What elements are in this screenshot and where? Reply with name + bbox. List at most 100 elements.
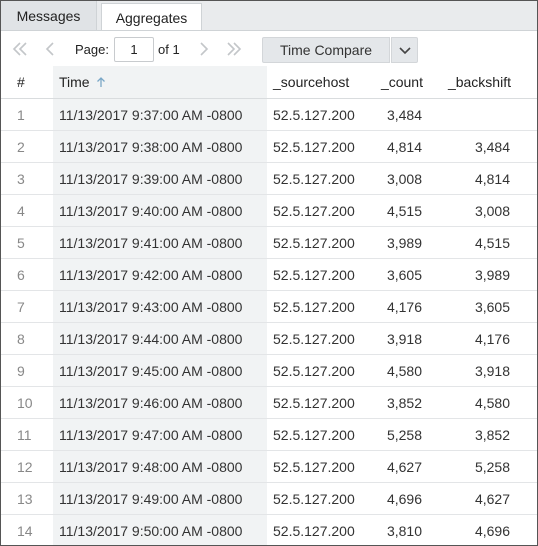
row-count: 3,605 <box>386 266 422 283</box>
header-count[interactable]: _count <box>380 74 423 90</box>
table-row: 3 11/13/2017 9:39:00 AM -0800 52.5.127.2… <box>1 163 537 195</box>
table-header-row: # Time _sourcehost _count _backshift <box>1 66 537 99</box>
row-count: 4,696 <box>386 490 422 507</box>
time-column-highlight <box>53 66 267 545</box>
row-backshift: 4,814 <box>474 170 510 187</box>
row-time: 11/13/2017 9:45:00 AM -0800 <box>59 362 243 379</box>
header-backshift[interactable]: _backshift <box>447 74 511 90</box>
row-num: 6 <box>17 266 25 283</box>
row-count: 4,515 <box>386 202 422 219</box>
row-num: 14 <box>17 522 33 539</box>
table-row: 11 11/13/2017 9:47:00 AM -0800 52.5.127.… <box>1 419 537 451</box>
page-count-label: of 1 <box>158 42 180 57</box>
row-sourcehost: 52.5.127.200 <box>273 138 355 155</box>
row-sourcehost: 52.5.127.200 <box>273 458 355 475</box>
row-time: 11/13/2017 9:50:00 AM -0800 <box>59 522 243 539</box>
chevron-right-icon[interactable] <box>195 40 213 58</box>
table-row: 9 11/13/2017 9:45:00 AM -0800 52.5.127.2… <box>1 355 537 387</box>
tab-strip: Messages Aggregates <box>1 1 537 31</box>
row-sourcehost: 52.5.127.200 <box>273 490 355 507</box>
row-sourcehost: 52.5.127.200 <box>273 202 355 219</box>
row-backshift: 3,989 <box>474 266 510 283</box>
table-row: 14 11/13/2017 9:50:00 AM -0800 52.5.127.… <box>1 515 537 545</box>
row-time: 11/13/2017 9:39:00 AM -0800 <box>59 170 243 187</box>
row-time: 11/13/2017 9:49:00 AM -0800 <box>59 490 243 507</box>
time-compare-dropdown-button[interactable] <box>391 37 418 63</box>
header-num[interactable]: # <box>17 74 25 90</box>
row-num: 11 <box>17 426 32 443</box>
header-time-label: Time <box>59 74 90 90</box>
table-row: 2 11/13/2017 9:38:00 AM -0800 52.5.127.2… <box>1 131 537 163</box>
row-backshift: 3,852 <box>474 426 510 443</box>
row-time: 11/13/2017 9:38:00 AM -0800 <box>59 138 243 155</box>
row-time: 11/13/2017 9:42:00 AM -0800 <box>59 266 243 283</box>
row-time: 11/13/2017 9:37:00 AM -0800 <box>59 106 243 123</box>
row-num: 4 <box>17 202 25 219</box>
row-count: 3,918 <box>386 330 422 347</box>
row-time: 11/13/2017 9:43:00 AM -0800 <box>59 298 243 315</box>
table-row: 5 11/13/2017 9:41:00 AM -0800 52.5.127.2… <box>1 227 537 259</box>
table-row: 13 11/13/2017 9:49:00 AM -0800 52.5.127.… <box>1 483 537 515</box>
row-backshift: 4,627 <box>474 490 510 507</box>
double-chevron-right-icon[interactable] <box>225 40 243 58</box>
row-count: 3,008 <box>386 170 422 187</box>
row-num: 12 <box>17 458 33 475</box>
table-row: 4 11/13/2017 9:40:00 AM -0800 52.5.127.2… <box>1 195 537 227</box>
row-num: 8 <box>17 330 25 347</box>
table-row: 8 11/13/2017 9:44:00 AM -0800 52.5.127.2… <box>1 323 537 355</box>
tab-aggregates[interactable]: Aggregates <box>101 3 202 31</box>
row-sourcehost: 52.5.127.200 <box>273 266 355 283</box>
double-chevron-left-icon[interactable] <box>11 40 29 58</box>
row-count: 5,258 <box>386 426 422 443</box>
row-backshift: 3,484 <box>474 138 510 155</box>
row-num: 10 <box>17 394 33 411</box>
page-label: Page: <box>75 42 109 57</box>
row-backshift: 3,918 <box>474 362 510 379</box>
row-num: 13 <box>17 490 33 507</box>
chevron-down-icon <box>398 42 411 58</box>
table-row: 6 11/13/2017 9:42:00 AM -0800 52.5.127.2… <box>1 259 537 291</box>
page-number-input[interactable] <box>114 37 154 62</box>
pager-toolbar: Page: of 1 Time Compare <box>1 30 537 66</box>
row-sourcehost: 52.5.127.200 <box>273 394 355 411</box>
row-time: 11/13/2017 9:47:00 AM -0800 <box>59 426 243 443</box>
row-sourcehost: 52.5.127.200 <box>273 522 355 539</box>
row-sourcehost: 52.5.127.200 <box>273 330 355 347</box>
row-count: 3,810 <box>386 522 422 539</box>
row-num: 2 <box>17 138 25 155</box>
row-backshift: 4,515 <box>474 234 510 251</box>
table-row: 12 11/13/2017 9:48:00 AM -0800 52.5.127.… <box>1 451 537 483</box>
row-backshift: 5,258 <box>474 458 510 475</box>
row-num: 5 <box>17 234 25 251</box>
row-sourcehost: 52.5.127.200 <box>273 170 355 187</box>
row-backshift: 4,696 <box>474 522 510 539</box>
row-backshift: 3,605 <box>474 298 510 315</box>
row-backshift: 4,580 <box>474 394 510 411</box>
row-count: 4,176 <box>386 298 422 315</box>
row-time: 11/13/2017 9:48:00 AM -0800 <box>59 458 243 475</box>
row-time: 11/13/2017 9:41:00 AM -0800 <box>59 234 243 251</box>
row-count: 4,814 <box>386 138 422 155</box>
row-count: 4,627 <box>386 458 422 475</box>
arrow-up-icon <box>96 76 106 88</box>
row-count: 3,484 <box>386 106 422 123</box>
row-num: 1 <box>17 106 25 123</box>
header-sourcehost[interactable]: _sourcehost <box>273 74 350 90</box>
header-time[interactable]: Time <box>59 66 106 98</box>
table-row: 1 11/13/2017 9:37:00 AM -0800 52.5.127.2… <box>1 99 537 131</box>
row-sourcehost: 52.5.127.200 <box>273 298 355 315</box>
table-row: 10 11/13/2017 9:46:00 AM -0800 52.5.127.… <box>1 387 537 419</box>
tab-messages[interactable]: Messages <box>1 1 97 30</box>
row-backshift: 3,008 <box>474 202 510 219</box>
row-sourcehost: 52.5.127.200 <box>273 362 355 379</box>
chevron-left-icon[interactable] <box>41 40 59 58</box>
row-sourcehost: 52.5.127.200 <box>273 426 355 443</box>
time-compare-button[interactable]: Time Compare <box>262 37 390 63</box>
row-sourcehost: 52.5.127.200 <box>273 106 355 123</box>
row-num: 3 <box>17 170 25 187</box>
row-time: 11/13/2017 9:44:00 AM -0800 <box>59 330 243 347</box>
row-backshift: 4,176 <box>474 330 510 347</box>
row-num: 7 <box>17 298 25 315</box>
row-num: 9 <box>17 362 25 379</box>
